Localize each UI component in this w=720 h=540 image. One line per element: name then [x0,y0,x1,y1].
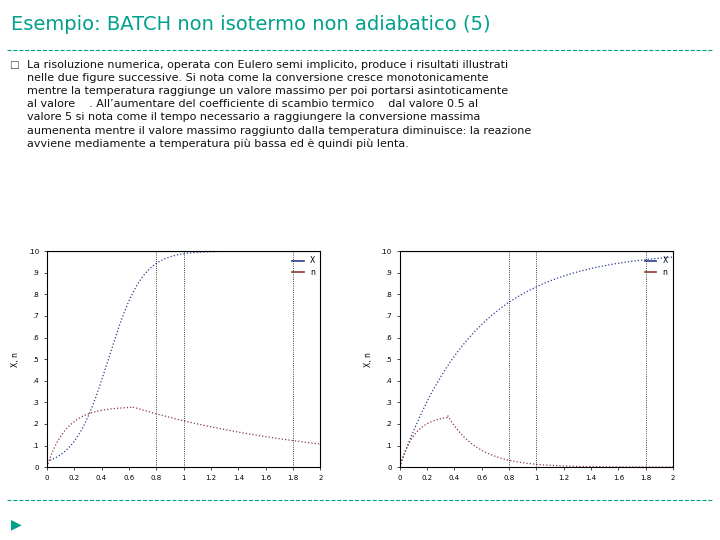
Text: La risoluzione numerica, operata con Eulero semi implicito, produce i risultati : La risoluzione numerica, operata con Eul… [27,59,531,150]
Text: ▶: ▶ [11,517,22,531]
Text: X, n: X, n [12,352,20,367]
Legend: X, n: X, n [291,255,317,278]
Text: X, n: X, n [364,352,373,367]
Text: □: □ [9,59,19,70]
Legend: X, n: X, n [644,255,670,278]
Text: Esempio: BATCH non isotermo non adiabatico (5): Esempio: BATCH non isotermo non adiabati… [11,15,490,34]
